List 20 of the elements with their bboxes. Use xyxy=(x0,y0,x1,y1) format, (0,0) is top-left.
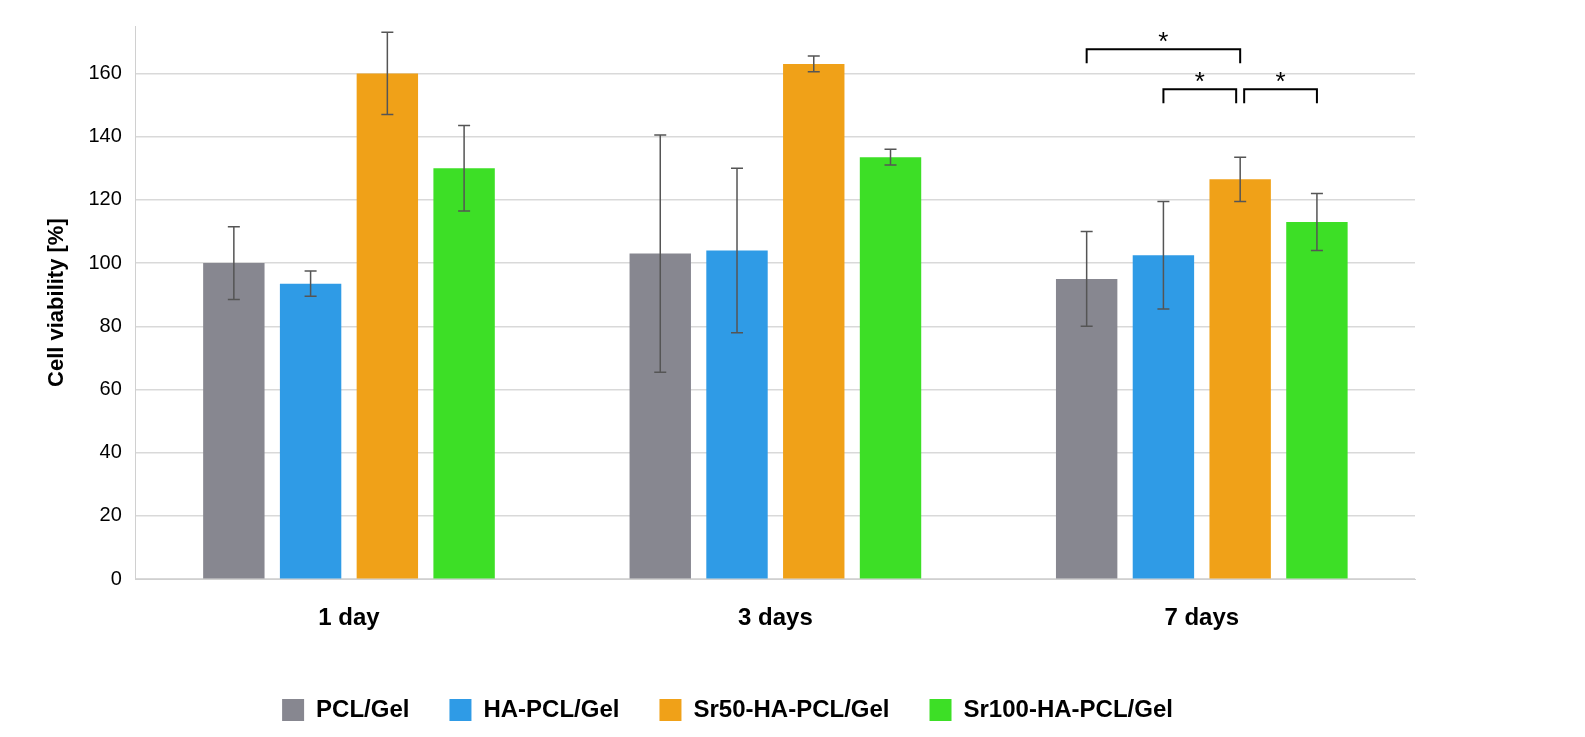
y-tick-label: 20 xyxy=(99,503,122,526)
x-tick-label: 3 days xyxy=(738,603,813,631)
y-tick-label: 120 xyxy=(88,187,122,210)
y-tick-label: 80 xyxy=(99,313,122,336)
x-tick-label: 7 days xyxy=(1164,603,1240,631)
y-tick-label: 140 xyxy=(88,124,122,147)
y-tick-label: 160 xyxy=(88,60,122,83)
legend-label: HA-PCL/Gel xyxy=(483,694,620,722)
legend-label: Sr50-HA-PCL/Gel xyxy=(693,694,890,722)
y-tick-label: 100 xyxy=(88,250,122,273)
annotation: * xyxy=(1158,26,1169,57)
annotation: * xyxy=(1194,66,1205,97)
y-tick-label: 0 xyxy=(110,566,122,589)
y-tick-label: 60 xyxy=(99,377,122,400)
annotation: * xyxy=(1275,66,1286,97)
legend-label: Sr100-HA-PCL/Gel xyxy=(963,694,1173,722)
x-tick-label: 1 day xyxy=(318,603,381,631)
legend-label: PCL/Gel xyxy=(316,694,410,722)
y-tick-label: 40 xyxy=(99,440,122,463)
y-axis-title: Cell viability [%] xyxy=(43,218,69,387)
